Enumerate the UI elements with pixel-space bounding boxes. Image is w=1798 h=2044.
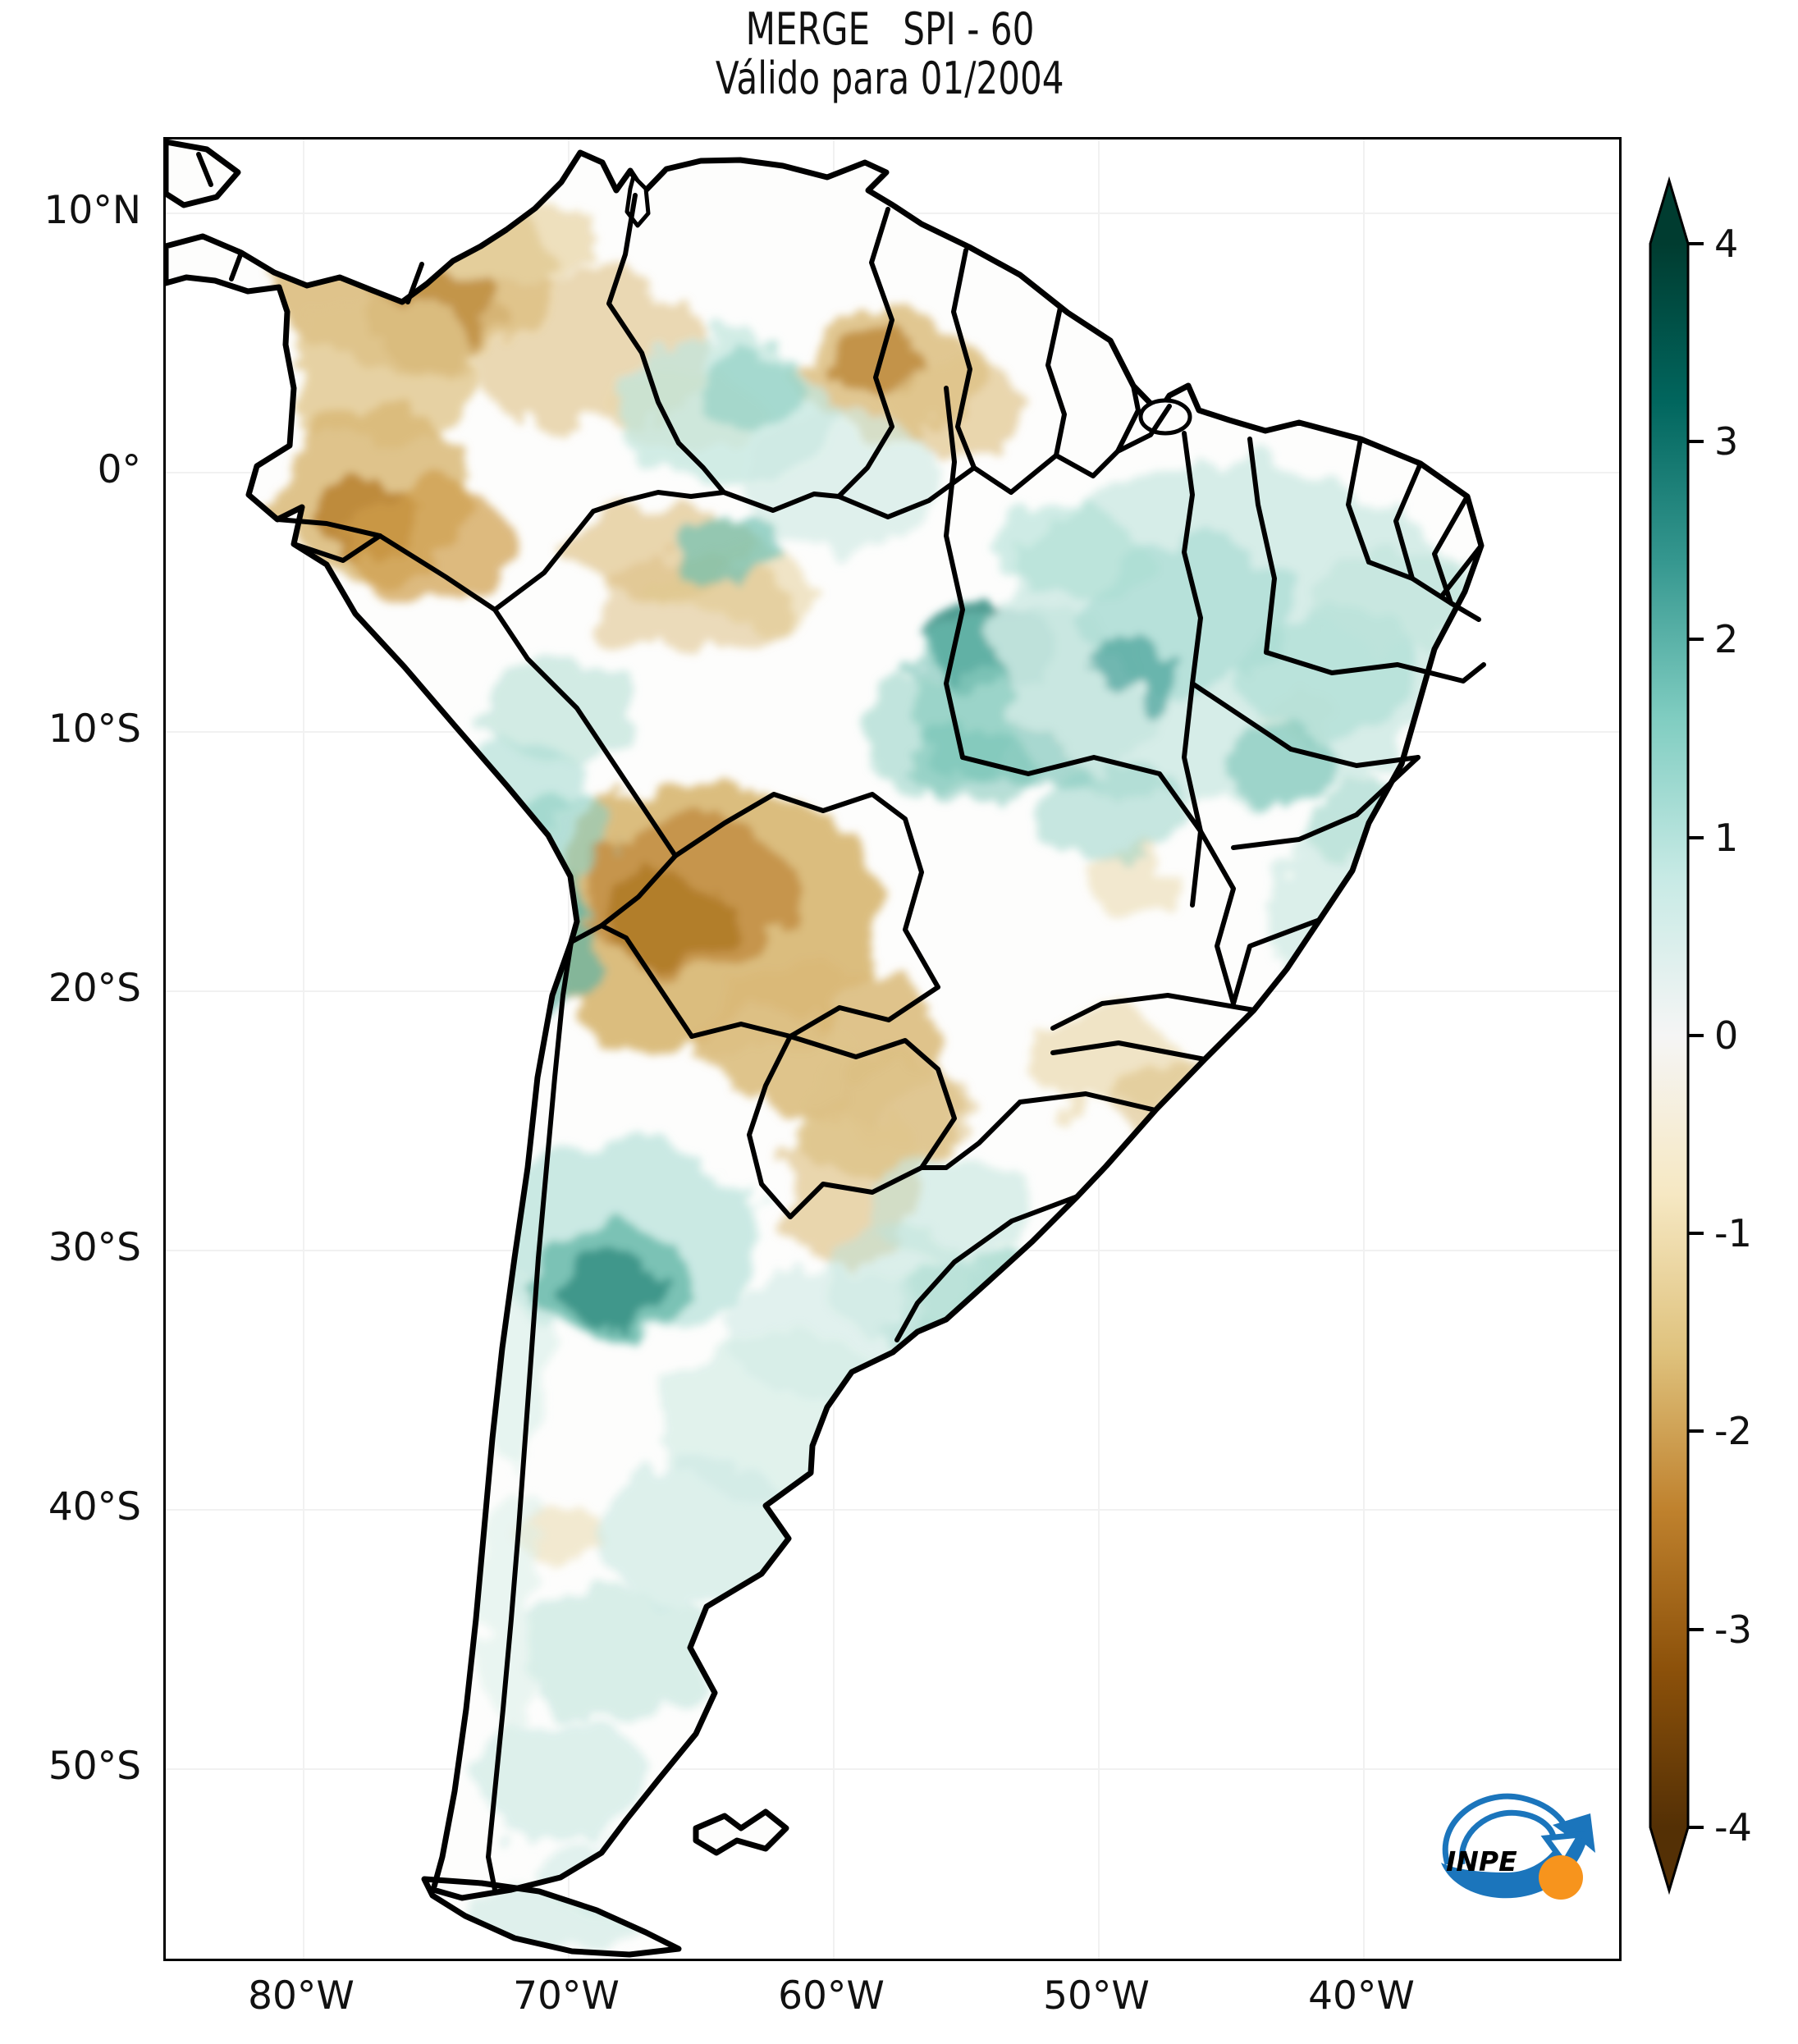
y-tick-label: 10°S [48,706,141,752]
figure-subtitle: Válido para 01/2004 [716,53,1064,104]
colorbar-tick-marks [1688,242,1704,1829]
colorbar-tick-label: -2 [1714,1409,1752,1453]
figure-title: MERGE SPI - 60 [745,3,1035,55]
spi-raster-field [166,142,1481,1955]
x-tick-label: 60°W [778,1973,885,2019]
title-block: MERGE SPI - 60 Válido para 01/2004 [163,5,1617,103]
colorbar-lower-extend-arrow [1650,1827,1688,1891]
x-tick-label: 70°W [513,1973,620,2019]
logo-inner-arc [1458,1809,1557,1865]
internal-borders [196,152,1486,1892]
logo-arrowhead-down [1540,1831,1586,1868]
logo-orange-dot [1539,1855,1583,1900]
south-america-spi-map [166,139,1619,1959]
colorbar-gradient [1650,244,1688,1827]
spi-colorbar [1649,176,1704,1895]
logo-outer-arc [1442,1793,1572,1866]
y-tick-label: 50°S [48,1744,141,1789]
logo-text: INPE [1446,1845,1517,1877]
colorbar-tick-label: -4 [1714,1805,1752,1850]
x-tick-label: 50°W [1043,1973,1150,2019]
y-tick-label: 20°S [48,966,141,1011]
x-tick-label: 40°W [1308,1973,1415,2019]
colorbar-tick-label: 4 [1714,222,1739,266]
x-tick-label: 80°W [248,1973,355,2019]
colorbar-upper-extend-arrow [1650,181,1688,244]
y-tick-label: 30°S [48,1225,141,1270]
y-tick-label: 0° [97,447,141,492]
colorbar-tick-label: 1 [1714,816,1739,860]
colorbar-tick-label: -3 [1714,1607,1752,1652]
y-tick-label: 40°S [48,1484,141,1530]
colorbar-tick-label: 2 [1714,617,1739,661]
colorbar-tick-label: 3 [1714,419,1739,464]
map-plot-area [163,137,1622,1961]
inpe-logo: INPE [1441,1793,1595,1900]
colorbar-tick-label: 0 [1714,1013,1739,1058]
colorbar-tick-label: -1 [1714,1211,1752,1255]
y-tick-label: 10°N [43,188,141,233]
